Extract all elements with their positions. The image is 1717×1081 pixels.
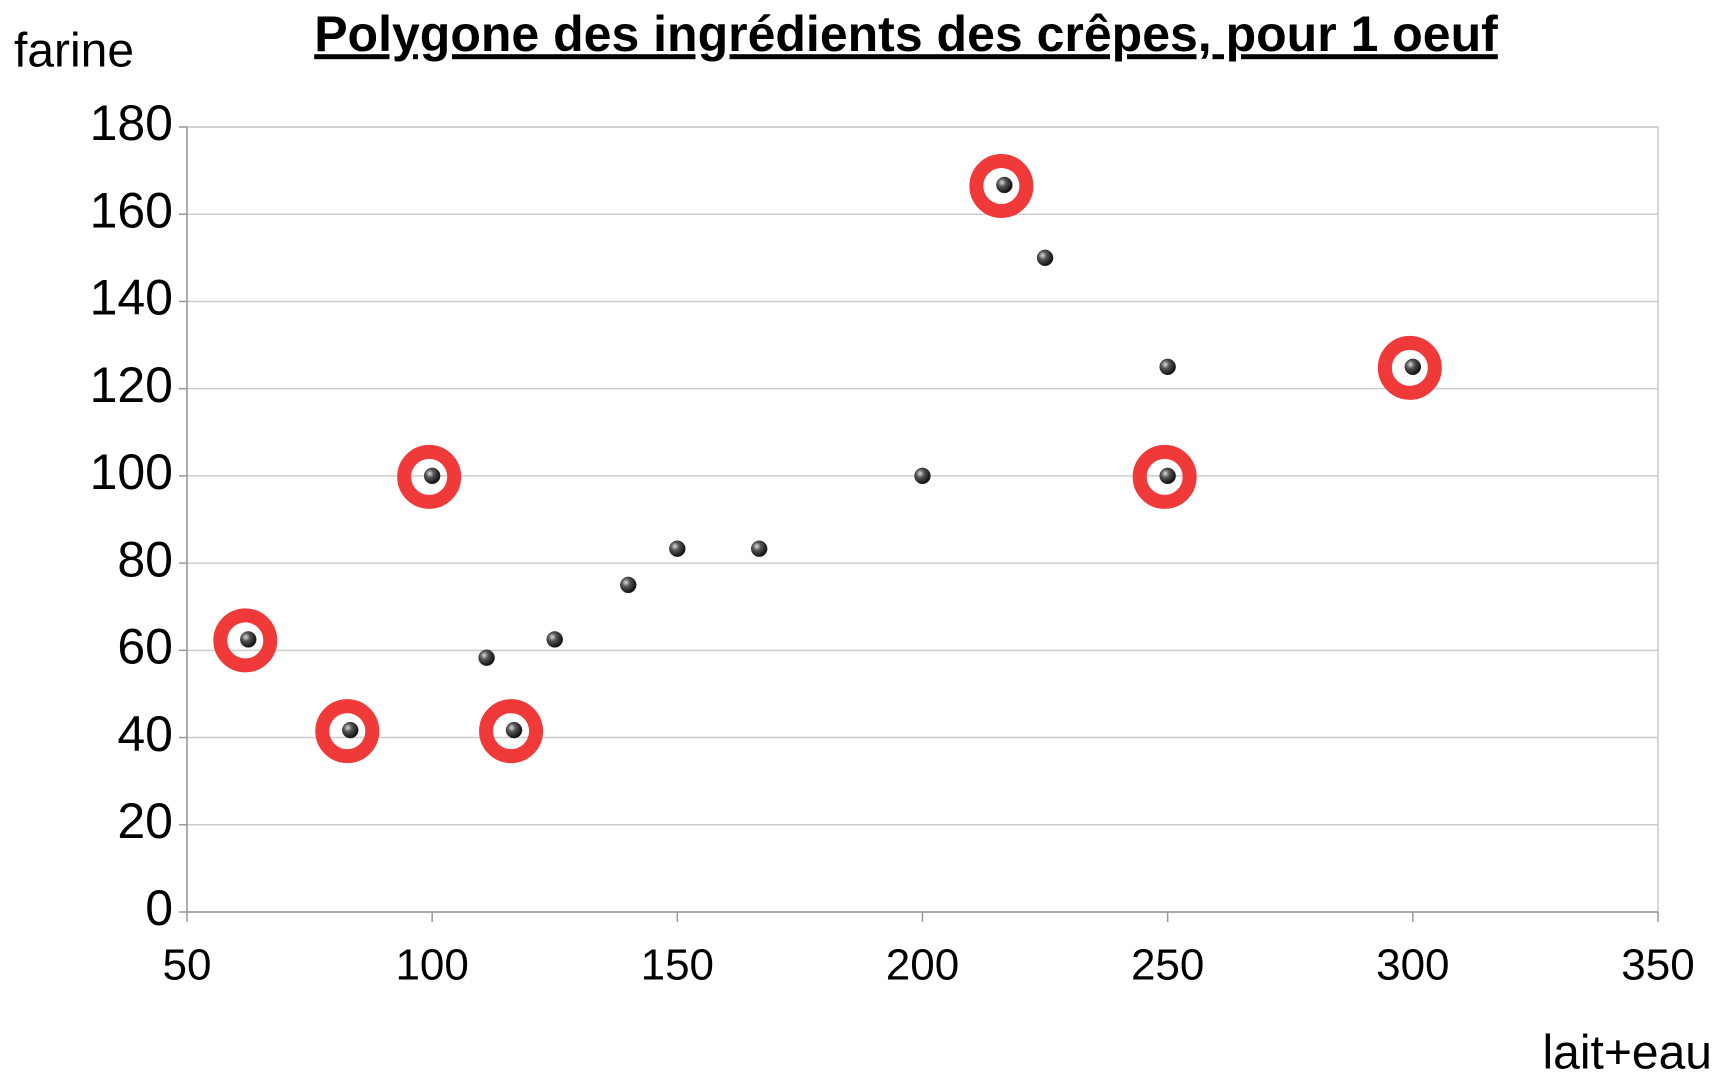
point [669,540,686,557]
y-tick-label: 160 [90,182,173,238]
point [1404,358,1422,376]
highlight-ring [1377,335,1442,400]
x-tick-label: 200 [886,941,959,990]
highlight-ring [213,608,278,673]
point [750,540,768,557]
y-tick-label: 100 [90,444,173,500]
point [478,649,495,666]
x-axis-label: lait+eau [1543,1027,1712,1080]
point [1159,358,1176,376]
point [620,576,637,594]
y-tick-label: 120 [90,357,173,413]
point [423,467,441,485]
point [546,631,563,648]
point [342,721,359,739]
x-tick-label: 100 [395,941,468,990]
highlight-ring [479,699,544,764]
point [1159,467,1176,485]
y-tick-label: 40 [117,706,173,762]
y-axis-label: farine [14,25,134,78]
point [996,176,1013,194]
point [505,721,523,739]
x-tick-label: 300 [1376,941,1449,990]
y-tick-label: 80 [117,531,173,587]
y-tick-label: 180 [90,95,173,151]
chart-title: Polygone des ingrédients des crêpes, pou… [314,6,1498,62]
plot-frame [186,126,1659,913]
x-tick-label: 250 [1131,941,1204,990]
y-tick-label: 140 [90,270,173,326]
point [240,631,257,648]
point [914,467,931,485]
point [1036,249,1054,267]
x-tick-label: 350 [1621,941,1694,990]
highlight-ring [315,699,380,764]
highlight-ring [397,444,462,509]
x-tick-label: 50 [163,941,212,990]
highlight-ring [969,154,1034,219]
highlight-ring [1132,444,1197,509]
x-tick-label: 150 [641,941,714,990]
y-tick-label: 0 [145,880,173,936]
y-tick-label: 20 [117,793,173,849]
y-tick-label: 60 [117,619,173,675]
